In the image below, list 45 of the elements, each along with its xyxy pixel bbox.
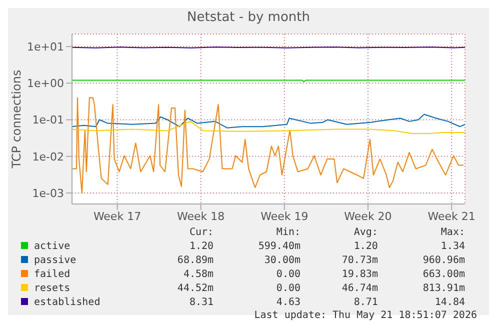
y-tick-label: 1e-03 xyxy=(32,186,64,200)
text: Max: xyxy=(440,226,466,240)
text: Last update: Thu May 21 18:51:07 2026 xyxy=(253,310,477,321)
y-tick-label: 1e-01 xyxy=(32,114,64,127)
legend-label: failed xyxy=(33,268,72,282)
text: 4.58m xyxy=(182,268,215,282)
text: 44.52m xyxy=(176,282,215,296)
chart-title: Netstat - by month xyxy=(186,9,311,27)
text: 46.74m xyxy=(340,282,379,296)
text: 599.40m xyxy=(257,240,302,254)
y-tick-label: 1e+01 xyxy=(27,40,64,54)
text: Min: xyxy=(275,226,302,240)
text: 0.00 xyxy=(275,282,302,296)
legend-label: passive xyxy=(33,254,78,268)
text: Cur: xyxy=(188,226,215,240)
x-tick-label: Week 18 xyxy=(177,210,225,223)
text: 8.31 xyxy=(188,296,215,310)
text: 30.00m xyxy=(263,254,302,268)
text: Avg: xyxy=(352,226,379,240)
text: 68.89m xyxy=(176,254,215,268)
text: 813.91m xyxy=(422,282,466,296)
text: 0.00 xyxy=(275,268,302,282)
line-series xyxy=(72,97,464,194)
y-tick-label: 1e-02 xyxy=(32,150,64,164)
y-axis-title: TCP connections xyxy=(9,70,24,170)
x-tick-label: Week 19 xyxy=(260,210,308,223)
legend-label: established xyxy=(33,296,102,310)
text: 8.71 xyxy=(352,296,379,310)
text: 1.20 xyxy=(188,240,215,254)
legend-label: active xyxy=(33,240,72,254)
x-tick-label: Week 20 xyxy=(344,210,392,223)
text: 14.84 xyxy=(434,296,466,310)
line-series xyxy=(72,114,465,128)
x-tick-label: Week 17 xyxy=(93,210,142,223)
text: 1.34 xyxy=(440,240,466,254)
text: 663.00m xyxy=(422,268,466,282)
text: 70.73m xyxy=(340,254,379,268)
text: 1.20 xyxy=(352,240,379,254)
text: 4.63 xyxy=(275,296,302,310)
y-tick-label: 1e+00 xyxy=(27,77,64,90)
text: 19.83m xyxy=(340,268,379,282)
legend-label: resets xyxy=(33,282,72,296)
x-tick-label: Week 21 xyxy=(428,210,476,223)
text: 960.96m xyxy=(422,254,466,268)
line-series xyxy=(72,120,465,134)
